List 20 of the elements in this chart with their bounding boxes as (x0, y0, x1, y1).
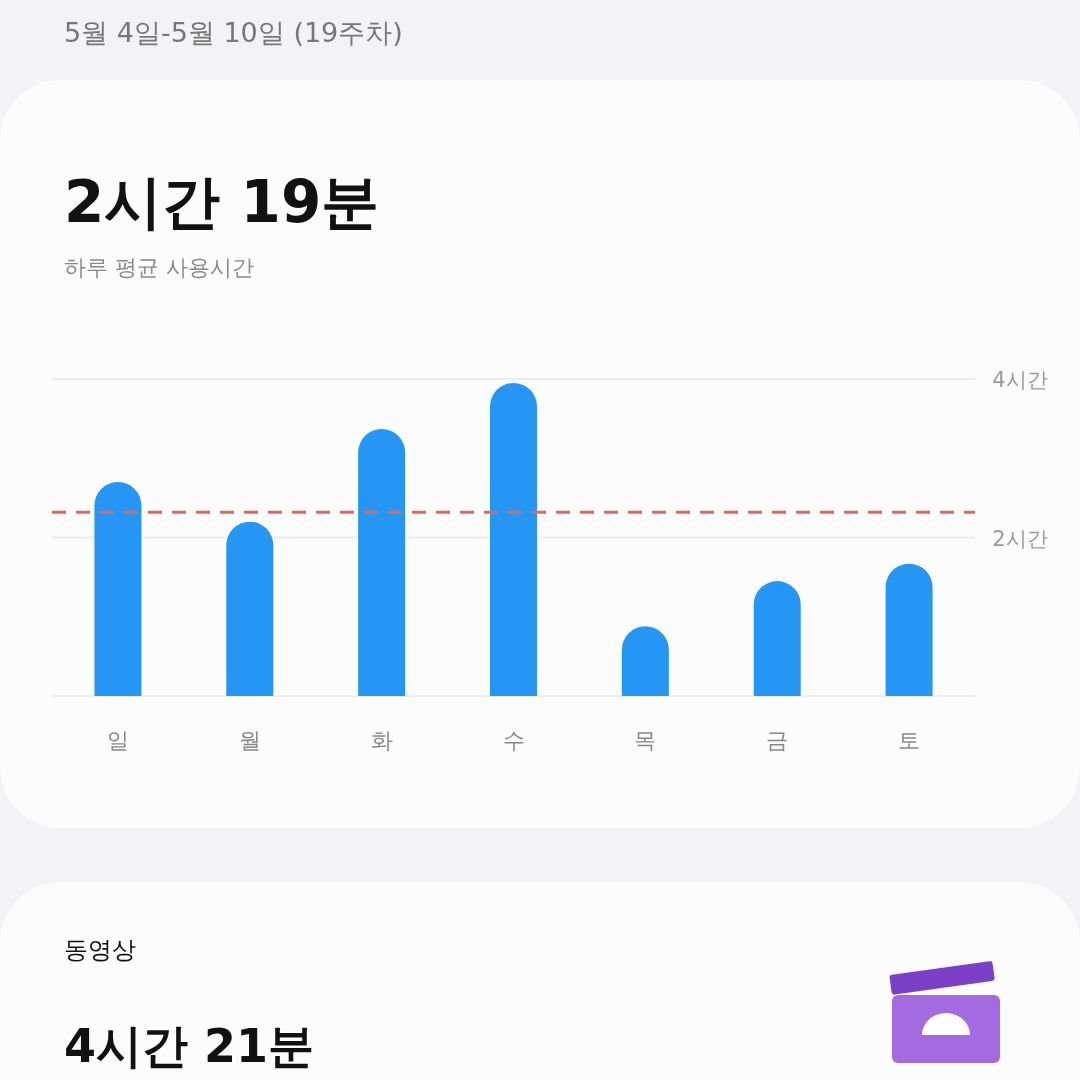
x-tick-label: 금 (766, 728, 789, 753)
bar (490, 383, 537, 696)
bar (358, 428, 406, 696)
text: 4시간 21분 (64, 1019, 315, 1073)
bar (94, 482, 142, 696)
y-tick-label: 2시간 (992, 526, 1048, 551)
text: 동영상 (64, 936, 136, 964)
x-tick-label: 화 (370, 728, 393, 753)
bar (885, 563, 933, 696)
x-tick-label: 토 (898, 728, 921, 753)
x-tick-label: 월 (238, 728, 261, 753)
x-tick-label: 일 (106, 728, 129, 753)
chart-title: 2시간 19분 (64, 168, 380, 236)
y-tick-label: 4시간 (992, 368, 1048, 392)
bar (226, 521, 274, 696)
x-tick-label: 목 (634, 728, 657, 753)
x-tick-label: 수 (502, 728, 525, 753)
text: 5월 4일-5월 10일 (19주차) (64, 17, 403, 48)
chart-subtitle: 하루 평균 사용시간 (64, 255, 254, 280)
bar (753, 581, 801, 696)
